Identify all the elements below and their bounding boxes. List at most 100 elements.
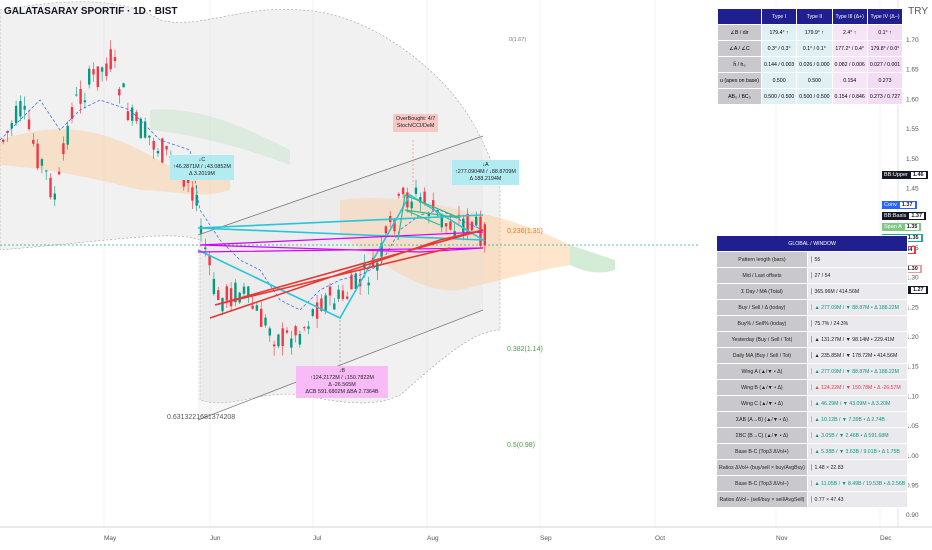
global-table-row: Wing B (▲/▼ • Δ) │ ▲ 124.22M / ▼ 150.78M … bbox=[716, 379, 909, 396]
global-row-label: Buy% / Sell% (today) bbox=[716, 315, 808, 332]
type-table-cell: u (apex on base) bbox=[717, 72, 762, 89]
ichimoku-cloud-green bbox=[570, 245, 615, 273]
badge-bb-upper: BB:Upper 1.46 bbox=[882, 171, 928, 179]
candle-body bbox=[268, 328, 271, 336]
candle-body bbox=[165, 145, 168, 150]
price-tick: 1.00 bbox=[906, 453, 919, 460]
price-tick: 0.95 bbox=[906, 483, 919, 490]
candle-body bbox=[195, 194, 198, 206]
candle-body bbox=[410, 201, 413, 209]
candle-body bbox=[66, 125, 69, 145]
type-table-cell: ∠A / ∠C bbox=[717, 40, 762, 57]
time-tick: Dec bbox=[880, 535, 892, 542]
candle-body bbox=[440, 215, 443, 228]
global-table-row: Mid / Last offsets │ 27 / 54 bbox=[716, 267, 909, 284]
global-row-value: │ ▲ 10.12B / ▼ 7.39B • Δ 2.74B bbox=[806, 411, 909, 428]
candle-body bbox=[255, 305, 259, 311]
candle-body bbox=[70, 106, 74, 119]
candle-body bbox=[367, 282, 370, 286]
candle-body bbox=[96, 66, 99, 88]
candle-body bbox=[328, 286, 332, 296]
global-table-row: Buy% / Sell% (today) │ 75.7% / 24.3% bbox=[716, 315, 909, 332]
candle-body bbox=[397, 193, 400, 196]
type-table-cell: 0.500 bbox=[796, 72, 833, 89]
type-table-cell: 0.027 / 0.001 bbox=[866, 56, 904, 73]
price-tick: 1.60 bbox=[906, 96, 919, 103]
global-row-label: Wing A (▲/▼ • Δ) bbox=[716, 363, 808, 380]
type-table-header: Type IV (Δ−) bbox=[866, 8, 904, 25]
currency-label[interactable]: TRY bbox=[908, 6, 928, 17]
global-table-row: Wing A (▲/▼ • Δ) │ ▲ 277.09M / ▼ 88.87M •… bbox=[716, 363, 909, 380]
pattern-type-table: Type I Type II Type III (Δ+) Type IV (Δ−) ∠… bbox=[717, 8, 904, 105]
candle-body bbox=[281, 328, 284, 346]
candle-body bbox=[161, 138, 164, 163]
global-row-label: Base B-C (Top3 ΔVol+) bbox=[716, 443, 808, 460]
candle-body bbox=[139, 118, 142, 139]
conversion-line bbox=[0, 99, 484, 311]
global-row-label: Daily MA (Buy / Sell / Tot) bbox=[716, 347, 808, 364]
candle-body bbox=[462, 218, 465, 233]
global-table-row: Pattern length (bars) │ 55 bbox=[716, 251, 909, 268]
type-table-cell: 0.154 / 0.846 bbox=[831, 88, 868, 105]
global-row-value: │ ▲ 46.29M / ▼ 43.09M • Δ 3.20M bbox=[806, 395, 909, 412]
global-row-label: Buy / Sell / Δ (today) bbox=[716, 299, 808, 316]
pattern-cyan bbox=[197, 193, 487, 320]
label-b: ↓B ↑124.2172M / ↓150.7822M Δ -26.565M ΔCB 5… bbox=[296, 366, 388, 398]
label-a: ↓A ↑277.0904M / ↓88.8709M Δ 188.2194M bbox=[452, 160, 519, 185]
candle-body bbox=[427, 213, 431, 217]
candle-body bbox=[27, 119, 31, 130]
candle-body bbox=[311, 309, 314, 316]
global-table-row: Buy / Sell / Δ (today) │ ▲ 277.09M / ▼ 88… bbox=[716, 299, 909, 316]
candle-body bbox=[143, 121, 147, 138]
candle-body bbox=[221, 297, 224, 312]
time-tick: Aug bbox=[427, 535, 439, 542]
global-row-value: │ 55 bbox=[806, 251, 909, 268]
type-table-cell: 0.273 bbox=[866, 72, 904, 89]
candle-body bbox=[83, 100, 87, 103]
candle-body bbox=[199, 225, 203, 234]
global-row-label: Mid / Last offsets bbox=[716, 267, 808, 284]
global-table-row: Daily MA (Buy / Sell / Tot) │ ▲ 235.85M /… bbox=[716, 347, 909, 364]
global-row-value: │ ▲ 235.85M / ▼ 178.72M • 414.56M bbox=[806, 347, 909, 364]
global-table-row: Base B-C (Top3 ΔVol+) │ ▲ 5.38B / ▼ 3.63B… bbox=[716, 443, 909, 460]
candle-body bbox=[152, 141, 155, 150]
type-table-cell: 0.026 / 0.000 bbox=[796, 56, 833, 73]
candle-body bbox=[217, 290, 220, 301]
candle-body bbox=[260, 308, 263, 327]
candle-body bbox=[290, 338, 293, 348]
candle-body bbox=[393, 218, 396, 232]
price-tick: 1.10 bbox=[906, 393, 919, 400]
fib-236-label: 0.236(1.35) bbox=[507, 228, 543, 235]
price-tick: 1.65 bbox=[906, 67, 919, 74]
candle-body bbox=[45, 170, 48, 172]
candle-body bbox=[234, 282, 237, 303]
candle-body bbox=[148, 135, 151, 138]
candle-body bbox=[2, 139, 5, 142]
time-tick: Oct bbox=[655, 535, 665, 542]
type-table-header: Type III (Δ+) bbox=[831, 8, 868, 25]
price-tick: 1.45 bbox=[906, 186, 919, 193]
candle-body bbox=[212, 278, 216, 295]
label-overbought: OverBought: 4/7 Stoch/CCI/DeM bbox=[393, 114, 439, 132]
candle-body bbox=[337, 289, 340, 299]
candle-body bbox=[92, 69, 95, 75]
type-table-cell: 177.2° / 0.4° bbox=[831, 40, 868, 57]
label-c: ↓C ↑46.2871M / ↓43.0852M Δ 3.2019M bbox=[170, 155, 234, 180]
global-row-label: Σ Day / MA (Total) bbox=[716, 283, 808, 300]
fib-side-label: 0.6313221681374208 bbox=[167, 414, 236, 421]
type-table-cell: 0.1° ↑ bbox=[866, 24, 904, 41]
candle-body bbox=[208, 255, 211, 266]
type-table-cell: ∠B / dir bbox=[717, 24, 762, 41]
type-table-cell: 0.082 / 0.006 bbox=[831, 56, 868, 73]
candle-body bbox=[109, 49, 112, 70]
candle-body bbox=[470, 221, 474, 231]
type-table-row: ∠B / dir 179.4° ↑ 179.9° ↑ 2.4° ↑ 0.1° ↑ bbox=[717, 24, 904, 41]
global-row-label: ΣAB (A→B) (▲/▼ • Δ) bbox=[716, 411, 808, 428]
candle-body bbox=[10, 122, 13, 129]
global-table-row: Yesterday (Buy / Sell / Tot) │ ▲ 131.27M … bbox=[716, 331, 909, 348]
global-row-label: Ratios ΔVol+ (buy/sell × buy/AvgBuy) bbox=[716, 459, 808, 476]
global-row-label: Yesterday (Buy / Sell / Tot) bbox=[716, 331, 808, 348]
candle-body bbox=[122, 83, 125, 88]
candle-body bbox=[225, 286, 228, 301]
